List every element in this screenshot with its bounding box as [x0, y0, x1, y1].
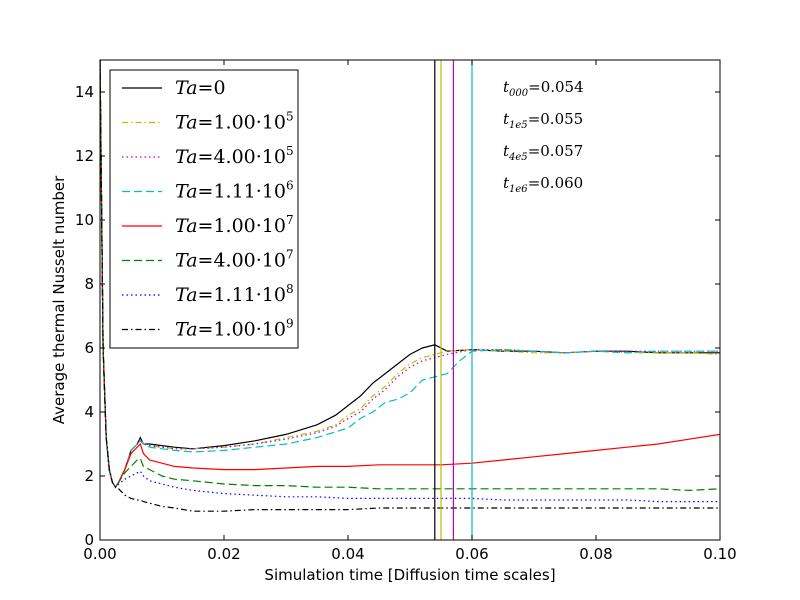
annotation-0: t000=0.054 — [503, 78, 584, 99]
y-tick-label: 6 — [84, 339, 94, 357]
y-axis-label: Average thermal Nusselt number — [50, 175, 68, 424]
legend-label-4: Ta=1.00·107 — [175, 213, 294, 237]
series-line-6 — [100, 60, 720, 503]
legend-label-1: Ta=1.00·105 — [175, 110, 294, 134]
legend-label-5: Ta=4.00·107 — [175, 248, 294, 272]
series-line-5 — [100, 60, 720, 492]
y-tick-label: 14 — [75, 83, 94, 101]
y-tick-label: 4 — [84, 403, 94, 421]
x-tick-label: 0.08 — [579, 545, 612, 563]
x-tick-label: 0.06 — [455, 545, 488, 563]
series-line-7 — [100, 60, 720, 512]
series-line-4 — [100, 60, 720, 489]
plot-frame — [99, 59, 721, 541]
x-tick-label: 0.02 — [207, 545, 240, 563]
tick-layer: 0.00 0.02 0.04 0.06 0.08 0.10 0 2 4 6 8 10 12 14 — [75, 60, 737, 563]
y-tick-label: 10 — [75, 211, 94, 229]
legend-label-7: Ta=1.00·109 — [175, 317, 294, 341]
annotation-1: t1e5=0.055 — [503, 110, 583, 131]
x-axis-label: Simulation time [Diffusion time scales] — [264, 566, 555, 584]
x-tick-label: 0.10 — [703, 545, 736, 563]
legend-label-6: Ta=1.11·108 — [175, 282, 294, 306]
y-tick-label: 0 — [84, 531, 94, 549]
annotation-3: t1e6=0.060 — [503, 174, 583, 195]
y-tick-label: 12 — [75, 147, 94, 165]
y-tick-label: 8 — [84, 275, 94, 293]
series-layer — [100, 60, 720, 512]
series-line-1 — [100, 60, 720, 489]
annotation-layer: t000=0.054 t1e5=0.055 t4e5=0.057 t1e6=0.060 — [503, 78, 584, 195]
annotation-2: t4e5=0.057 — [503, 142, 583, 163]
legend-frame — [109, 69, 299, 349]
legend: Ta=0 Ta=1.00·105 Ta=4.00·105 Ta=1.11·106 Ta=… — [109, 69, 299, 349]
x-tick-label: 0.00 — [83, 545, 116, 563]
y-tick-label: 2 — [84, 467, 94, 485]
vline-layer — [434, 60, 473, 540]
x-tick-label: 0.04 — [331, 545, 364, 563]
legend-label-3: Ta=1.11·106 — [175, 179, 294, 203]
legend-label-0: Ta=0 — [175, 77, 226, 99]
legend-label-2: Ta=4.00·105 — [175, 144, 294, 168]
